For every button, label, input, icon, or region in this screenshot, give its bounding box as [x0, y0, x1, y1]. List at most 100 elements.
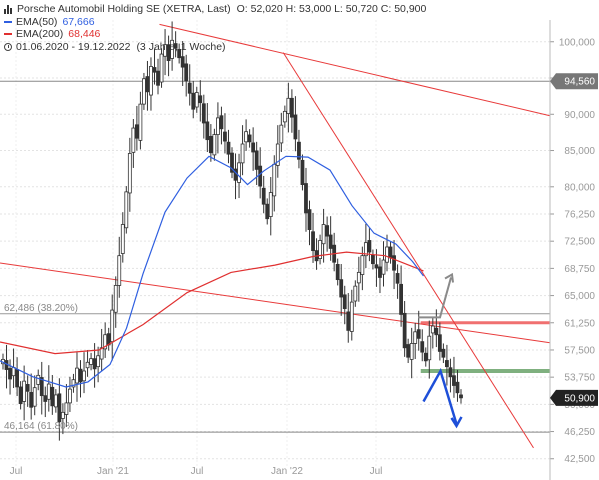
ema200-line — [0, 251, 424, 355]
candle-body — [216, 117, 220, 135]
legend-ema200-row[interactable]: EMA(200) 68,446 — [4, 28, 426, 41]
candle-body — [434, 327, 439, 336]
candle-body — [374, 264, 379, 269]
candle-body — [459, 394, 463, 399]
ema200-label: EMA(200) — [16, 28, 64, 40]
candle-body — [282, 110, 287, 123]
candle-body — [124, 191, 129, 229]
candle-body — [226, 141, 231, 155]
candle-body — [36, 374, 41, 385]
forecast-up-arrowhead — [444, 272, 454, 283]
candle-body — [289, 97, 294, 118]
candle-body — [159, 53, 164, 83]
candle-body — [187, 82, 192, 94]
candle-body — [402, 312, 407, 349]
y-tick-label: 57,500 — [564, 345, 595, 356]
ema50-swatch — [4, 20, 12, 23]
candle-body — [113, 285, 118, 313]
trendline-2 — [159, 23, 551, 117]
instrument-name: Porsche Automobil Holding SE (XETRA, Las… — [17, 3, 231, 15]
x-tick-label: Jan '22 — [271, 466, 303, 477]
candle-body — [395, 273, 400, 284]
candle-body — [427, 335, 432, 361]
candle-body — [230, 152, 234, 173]
candle-body — [311, 231, 315, 252]
period-interval: (3 Jahre, 1 Woche) — [136, 40, 226, 53]
candle-body — [356, 271, 361, 284]
y-tick-label: 80,000 — [564, 182, 595, 193]
candle-body — [43, 395, 48, 402]
price-badge-label-0: 94,560 — [564, 77, 595, 88]
candle-body — [392, 255, 396, 271]
x-tick-label: Jan '21 — [97, 466, 129, 477]
candle-body — [64, 402, 69, 415]
y-tick-label: 53,750 — [564, 373, 595, 384]
legend-period-row: 01.06.2020 - 19.12.2022 (3 Jahre, 1 Woch… — [4, 41, 426, 54]
candle-body — [275, 143, 280, 166]
candle-body — [251, 142, 256, 153]
candle-body — [378, 266, 382, 278]
candle-body — [134, 124, 139, 139]
candle-body — [448, 367, 453, 378]
forecast-down-arrow — [422, 367, 458, 425]
y-tick-label: 72,500 — [564, 237, 595, 248]
candle-body — [388, 246, 393, 259]
candle-body — [399, 283, 404, 315]
candle-body — [342, 294, 347, 310]
candle-body — [286, 97, 291, 114]
y-tick-label: 61,250 — [564, 318, 595, 329]
candle-body — [110, 309, 115, 343]
candle-body — [103, 334, 108, 350]
price-badge-label-1: 50,900 — [564, 393, 595, 404]
candle-body — [191, 92, 196, 110]
bar-chart-icon — [4, 4, 13, 14]
candle-body — [166, 44, 171, 62]
period-range: 01.06.2020 - 19.12.2022 — [16, 40, 131, 53]
candle-body — [75, 367, 79, 384]
candle-body — [163, 44, 167, 57]
candle-body — [60, 411, 65, 419]
price-badges: 94,560 50,900 — [550, 73, 598, 406]
candle-body — [184, 63, 189, 82]
forecast-down-arrowhead — [450, 416, 463, 429]
ema200-swatch — [4, 33, 12, 36]
candle-body — [131, 127, 136, 153]
candle-body — [416, 329, 421, 339]
candle-body — [335, 263, 340, 281]
candle-body — [420, 341, 425, 353]
candle-body — [120, 224, 125, 254]
ohlc-values: O: 52,020 H: 53,000 L: 50,720 C: 50,900 — [236, 3, 427, 15]
candle-body — [96, 355, 101, 368]
y-tick-label: 85,000 — [564, 146, 595, 157]
candle-body — [360, 255, 365, 275]
candle-body — [46, 383, 51, 400]
candle-body — [177, 48, 182, 59]
y-tick-label: 76,250 — [564, 209, 595, 220]
candle-body — [300, 159, 305, 186]
candle-body — [268, 192, 273, 217]
x-tick-label: Jul — [370, 466, 383, 477]
candle-body — [307, 209, 312, 230]
candle-body — [441, 348, 446, 358]
candle-body — [173, 43, 178, 49]
fib-label-1: 46,164 (61.80%) — [4, 421, 78, 432]
price-badge-1 — [550, 389, 598, 406]
candle-body — [452, 375, 456, 386]
candle-body — [57, 393, 62, 423]
candle-body — [258, 165, 263, 187]
candle-body — [325, 225, 330, 237]
ema200-value: 68,446 — [68, 28, 101, 40]
ema-lines — [0, 155, 424, 388]
candle-body — [445, 360, 449, 368]
candle-body — [22, 380, 27, 402]
candle-body — [138, 103, 143, 141]
chart-legend: Porsche Automobil Holding SE (XETRA, Las… — [4, 3, 426, 53]
candle-body — [71, 379, 76, 388]
legend-ema50-row[interactable]: EMA(50) 67,666 — [4, 16, 426, 29]
candle-body — [219, 115, 224, 130]
candle-body — [237, 162, 241, 183]
candle-body — [149, 66, 153, 96]
candle-body — [409, 343, 414, 360]
candle-body — [29, 391, 34, 408]
